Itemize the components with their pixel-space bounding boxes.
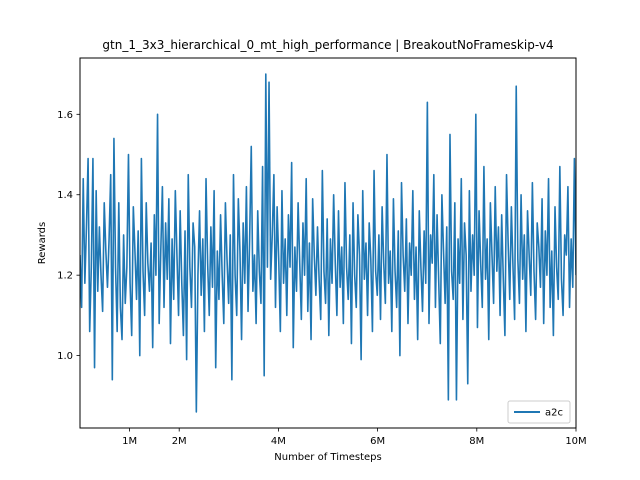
series-line-a2c <box>80 73 576 413</box>
series-layer <box>80 73 576 413</box>
y-axis-label: Rewards <box>37 222 48 264</box>
legend-label-a2c: a2c <box>545 408 563 419</box>
x-tick-label: 4M <box>271 436 286 447</box>
x-axis-label: Number of Timesteps <box>274 452 381 463</box>
y-tick-label: 1.4 <box>57 190 73 201</box>
x-tick-label: 2M <box>172 436 187 447</box>
plot-area-frame <box>79 57 577 429</box>
y-tick-label: 1.6 <box>57 110 73 121</box>
y-axis-ticks: 1.0 1.2 1.4 1.6 <box>57 110 80 362</box>
legend: a2c <box>507 400 571 424</box>
chart-title: gtn_1_3x3_hierarchical_0_mt_high_perform… <box>102 38 553 52</box>
x-tick-label: 8M <box>469 436 484 447</box>
x-tick-label: 6M <box>370 436 385 447</box>
x-tick-label: 1M <box>122 436 137 447</box>
x-tick-label: 10M <box>565 436 586 447</box>
x-axis-ticks: 1M 2M 4M 6M 8M 10M <box>122 428 587 447</box>
y-tick-label: 1.2 <box>57 271 73 282</box>
y-tick-label: 1.0 <box>57 351 73 362</box>
